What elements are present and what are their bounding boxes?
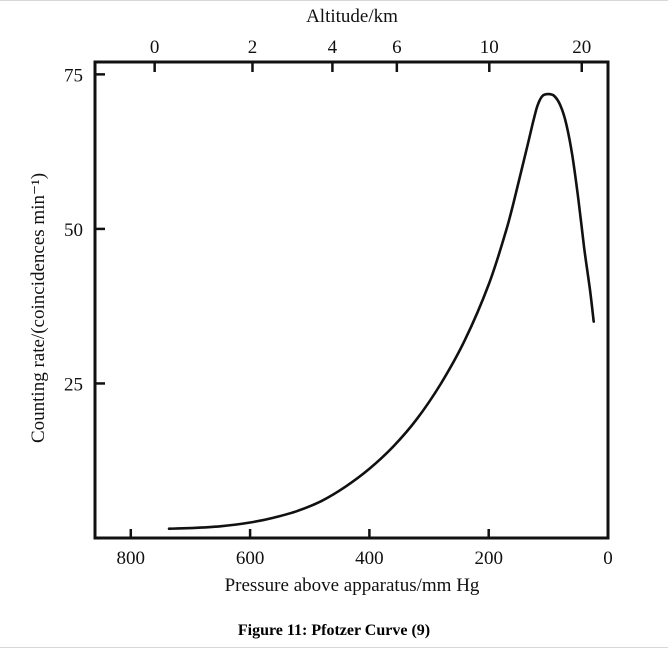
top-axis-title: Altitude/km [306,6,398,27]
series-group [167,92,595,530]
y-tick-label: 75 [64,65,83,86]
x-tick-label: 600 [236,548,265,569]
top-tick-label: 4 [328,37,338,58]
plot-frame-group [93,60,610,540]
top-tick-label: 10 [480,37,499,58]
y-tick-label: 50 [64,220,83,241]
pfotzer-curve-line [167,92,595,530]
top-border-line [0,0,668,1]
top-tick-label: 20 [572,37,591,58]
top-tick-label: 6 [392,37,402,58]
top-tick-label: 2 [248,37,258,58]
y-axis-title: Counting rate/(coincidences min⁻¹) [28,173,49,443]
pfotzer-chart: 800 600 400 200 0 25 50 75 0 2 4 6 10 20 Altitude/km … [28,6,613,596]
x-tick-label: 200 [474,548,503,569]
bottom-border-line [0,647,668,648]
x-tick-label: 800 [117,548,146,569]
figure-caption: Figure 11: Pfotzer Curve (9) [237,622,431,639]
x-axis-title: Pressure above apparatus/mm Hg [225,575,480,596]
y-tick-label: 25 [64,374,83,395]
x-tick-label: 400 [355,548,384,569]
labels-group: Altitude/km Pressure above apparatus/mm … [28,6,480,596]
x-tick-label: 0 [603,548,613,569]
ticks-group: 800 600 400 200 0 25 50 75 0 2 4 6 10 20 [64,37,613,569]
top-tick-label: 0 [150,37,160,58]
plot-frame [93,60,610,540]
